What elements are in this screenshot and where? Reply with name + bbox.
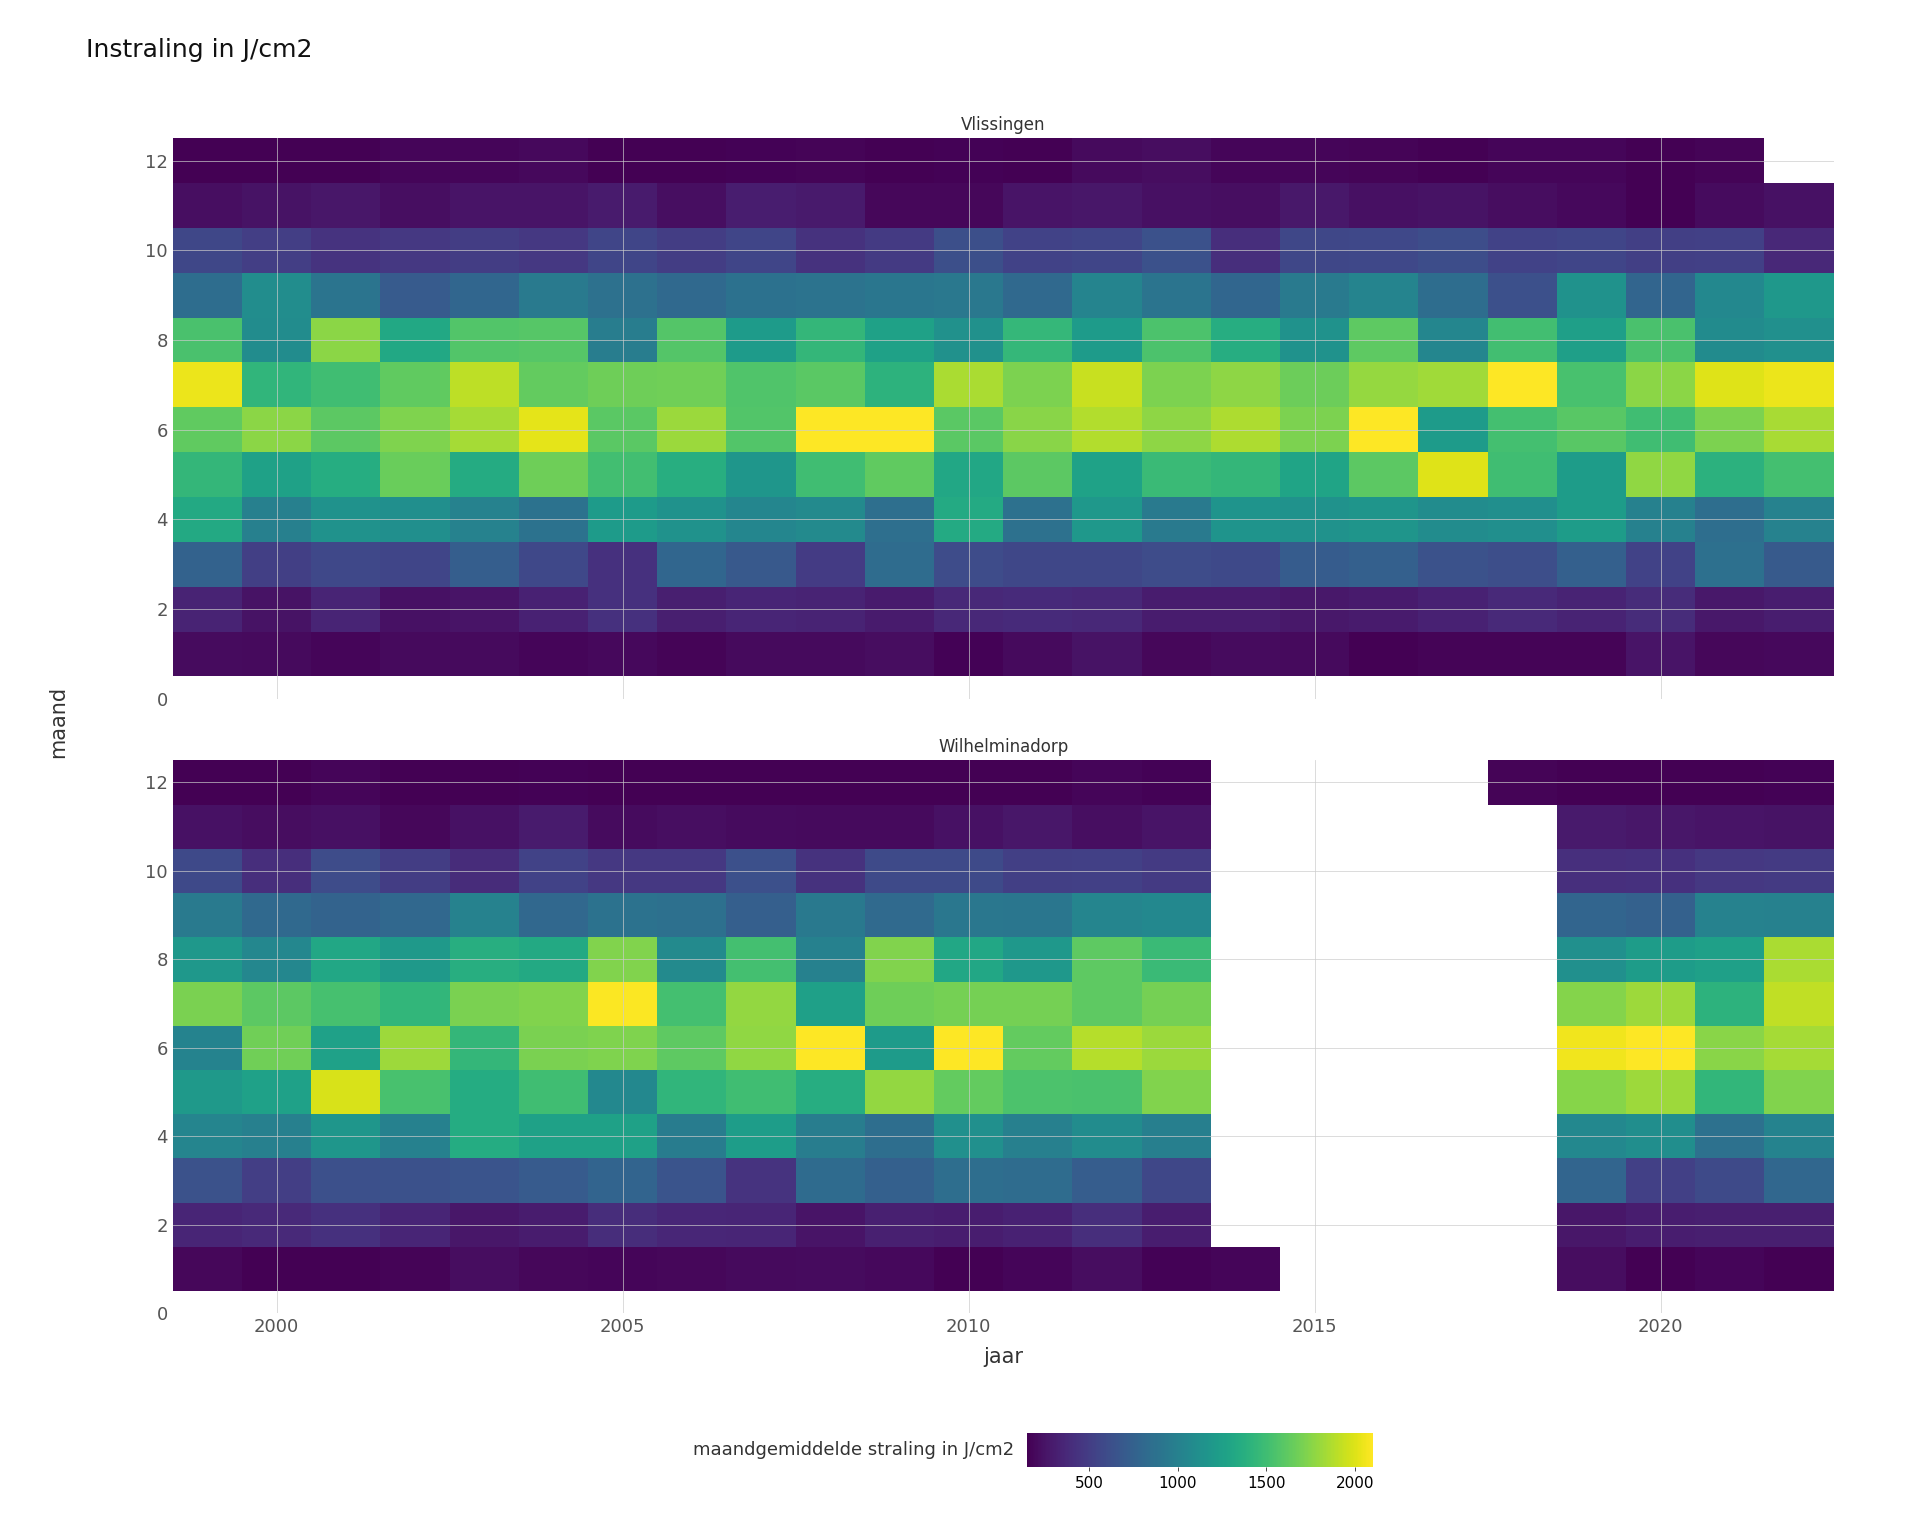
Title: Wilhelminadorp: Wilhelminadorp xyxy=(939,737,1068,756)
Text: maandgemiddelde straling in J/cm2: maandgemiddelde straling in J/cm2 xyxy=(693,1441,1014,1459)
Text: Instraling in J/cm2: Instraling in J/cm2 xyxy=(86,38,313,63)
Text: maand: maand xyxy=(48,687,67,757)
X-axis label: jaar: jaar xyxy=(983,1347,1023,1367)
Title: Vlissingen: Vlissingen xyxy=(960,115,1046,134)
